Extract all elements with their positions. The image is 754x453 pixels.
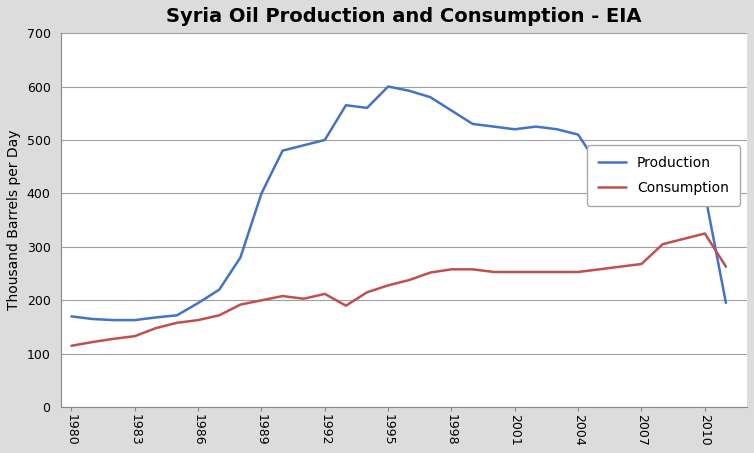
- Consumption: [299, 296, 308, 301]
- Production: [722, 300, 731, 306]
- Consumption: [468, 267, 477, 272]
- Consumption: [532, 269, 541, 275]
- Consumption: [616, 264, 625, 270]
- Production: [109, 318, 118, 323]
- Production: [236, 255, 245, 260]
- Production: [679, 188, 688, 193]
- Consumption: [679, 236, 688, 241]
- Production: [637, 185, 646, 191]
- Production: [489, 124, 498, 129]
- Production: [257, 191, 266, 196]
- Line: Consumption: Consumption: [72, 233, 726, 346]
- Production: [700, 191, 710, 196]
- Consumption: [236, 302, 245, 307]
- Production: [299, 143, 308, 148]
- Consumption: [384, 283, 393, 288]
- Production: [320, 137, 329, 143]
- Consumption: [637, 261, 646, 267]
- Production: [173, 313, 182, 318]
- Consumption: [700, 231, 710, 236]
- Consumption: [194, 318, 203, 323]
- Production: [595, 164, 604, 169]
- Consumption: [489, 269, 498, 275]
- Consumption: [510, 269, 520, 275]
- Production: [405, 88, 414, 93]
- Consumption: [574, 269, 583, 275]
- Consumption: [595, 267, 604, 272]
- Production: [658, 188, 667, 193]
- Consumption: [278, 294, 287, 299]
- Consumption: [173, 320, 182, 326]
- Production: [447, 108, 456, 113]
- Line: Production: Production: [72, 87, 726, 320]
- Production: [130, 318, 139, 323]
- Consumption: [447, 267, 456, 272]
- Consumption: [553, 269, 562, 275]
- Production: [510, 126, 520, 132]
- Production: [363, 105, 372, 111]
- Production: [152, 315, 161, 320]
- Consumption: [363, 289, 372, 295]
- Title: Syria Oil Production and Consumption - EIA: Syria Oil Production and Consumption - E…: [166, 7, 642, 26]
- Consumption: [67, 343, 76, 348]
- Production: [67, 313, 76, 319]
- Consumption: [130, 333, 139, 339]
- Consumption: [152, 325, 161, 331]
- Consumption: [320, 291, 329, 297]
- Consumption: [109, 336, 118, 342]
- Production: [384, 84, 393, 89]
- Legend: Production, Consumption: Production, Consumption: [587, 145, 740, 206]
- Production: [553, 126, 562, 132]
- Production: [574, 132, 583, 137]
- Production: [342, 102, 351, 108]
- Production: [532, 124, 541, 129]
- Y-axis label: Thousand Barrels per Day: Thousand Barrels per Day: [7, 130, 21, 310]
- Consumption: [658, 241, 667, 247]
- Consumption: [257, 298, 266, 303]
- Production: [88, 316, 97, 322]
- Production: [194, 300, 203, 306]
- Consumption: [426, 270, 435, 275]
- Consumption: [88, 339, 97, 345]
- Production: [215, 287, 224, 292]
- Production: [426, 95, 435, 100]
- Consumption: [405, 277, 414, 283]
- Consumption: [342, 303, 351, 308]
- Production: [468, 121, 477, 127]
- Production: [616, 175, 625, 180]
- Consumption: [215, 313, 224, 318]
- Consumption: [722, 264, 731, 270]
- Production: [278, 148, 287, 154]
